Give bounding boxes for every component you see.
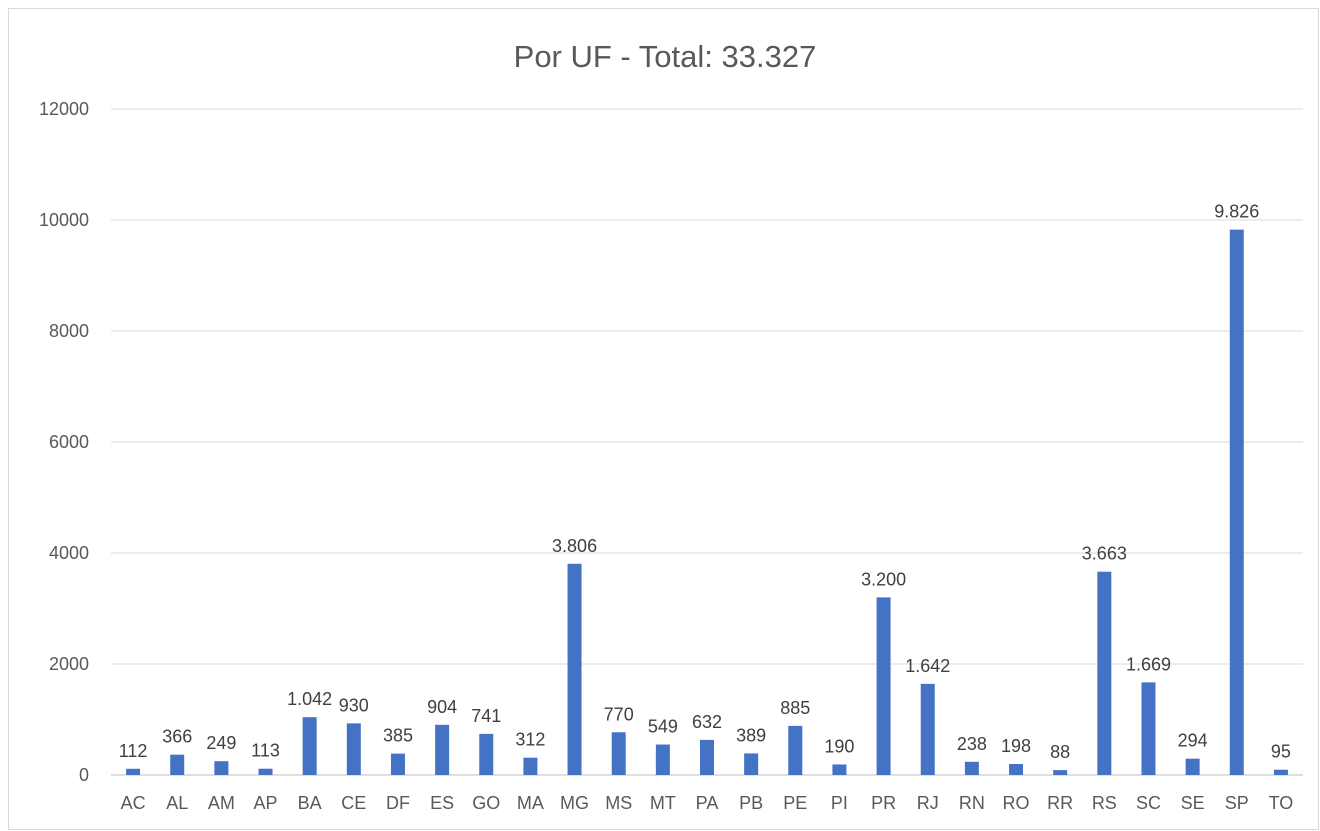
bar-pe	[788, 725, 803, 775]
data-label-sp: 9.826	[1214, 202, 1259, 222]
x-tick-label-se: SE	[1181, 793, 1205, 813]
data-label-ce: 930	[339, 695, 369, 715]
data-label-es: 904	[427, 697, 457, 717]
x-tick-label-rj: RJ	[917, 793, 939, 813]
x-tick-label-sc: SC	[1136, 793, 1161, 813]
x-tick-label-al: AL	[166, 793, 188, 813]
y-axis-ticks: 0 2000 4000 6000 8000 10000 12000	[39, 99, 89, 785]
data-label-df: 385	[383, 726, 413, 746]
x-tick-label-pe: PE	[783, 793, 807, 813]
y-tick-label: 4000	[49, 543, 89, 563]
data-label-mg: 3.806	[552, 536, 597, 556]
data-label-rr: 88	[1050, 742, 1070, 762]
x-tick-label-rs: RS	[1092, 793, 1117, 813]
x-tick-label-ma: MA	[517, 793, 544, 813]
data-label-pr: 3.200	[861, 569, 906, 589]
bar-pr	[876, 597, 891, 775]
data-label-pe: 885	[780, 698, 810, 718]
bar-ac	[126, 768, 141, 775]
data-label-rj: 1.642	[905, 656, 950, 676]
x-tick-label-pi: PI	[831, 793, 848, 813]
data-label-ro: 198	[1001, 736, 1031, 756]
x-tick-label-ro: RO	[1003, 793, 1030, 813]
bar-ma	[523, 757, 538, 775]
bar-sp	[1229, 229, 1244, 776]
bar-se	[1185, 758, 1200, 775]
data-label-ba: 1.042	[287, 689, 332, 709]
data-label-go: 741	[471, 706, 501, 726]
y-tick-label: 8000	[49, 321, 89, 341]
data-label-ac: 112	[119, 741, 148, 761]
x-tick-label-rr: RR	[1047, 793, 1073, 813]
data-label-ms: 770	[604, 704, 634, 724]
x-tick-label-sp: SP	[1225, 793, 1249, 813]
x-axis-ticks: AC AL AM AP BA CE DF ES GO MA MG MS MT PA PB PE PI PR RJ RN…	[121, 793, 1294, 813]
bar-pb	[744, 753, 759, 775]
bar-ba	[302, 717, 317, 775]
data-label-se: 294	[1178, 731, 1208, 751]
bar-ms	[611, 732, 626, 775]
x-tick-label-ba: BA	[298, 793, 322, 813]
bar-rr	[1053, 770, 1068, 775]
x-tick-label-ac: AC	[121, 793, 146, 813]
bar-sc	[1141, 682, 1156, 775]
bar-mg	[567, 563, 582, 775]
bar-mt	[655, 744, 670, 775]
bars	[126, 229, 1288, 776]
bar-chart: Por UF - Total: 33.327 0 2000 4000 6000 8000…	[39, 39, 1303, 813]
x-tick-label-rn: RN	[959, 793, 985, 813]
x-tick-label-pr: PR	[871, 793, 896, 813]
chart-area: Por UF - Total: 33.327 0 2000 4000 6000 8000…	[8, 8, 1319, 830]
data-label-rs: 3.663	[1082, 544, 1127, 564]
bar-am	[214, 761, 229, 775]
data-label-to: 95	[1271, 742, 1291, 762]
bar-go	[479, 733, 494, 775]
data-label-rn: 238	[957, 734, 987, 754]
y-tick-label: 2000	[49, 654, 89, 674]
data-label-ap: 113	[251, 741, 280, 761]
x-tick-label-pa: PA	[696, 793, 719, 813]
bar-pa	[700, 739, 714, 775]
x-tick-label-df: DF	[386, 793, 410, 813]
bar-pi	[832, 764, 847, 775]
x-tick-label-pb: PB	[739, 793, 763, 813]
bar-rs	[1097, 571, 1112, 775]
data-labels: 112 366 249 113 1.042 930 385 904 741 312 3.806 770…	[119, 202, 1291, 762]
x-tick-label-ms: MS	[605, 793, 632, 813]
bar-al	[170, 754, 185, 775]
x-tick-label-go: GO	[472, 793, 500, 813]
data-label-pb: 389	[736, 725, 766, 745]
bar-to	[1273, 769, 1288, 775]
bar-rn	[964, 761, 979, 775]
data-label-al: 366	[162, 727, 192, 747]
data-label-pi: 190	[824, 736, 854, 756]
x-tick-label-ap: AP	[254, 793, 278, 813]
data-label-am: 249	[206, 733, 236, 753]
bar-es	[435, 724, 450, 775]
x-tick-label-mt: MT	[650, 793, 676, 813]
x-tick-label-mg: MG	[560, 793, 589, 813]
data-label-pa: 632	[692, 712, 722, 732]
bar-ap	[258, 768, 273, 775]
x-tick-label-ce: CE	[341, 793, 366, 813]
chart-title: Por UF - Total: 33.327	[514, 39, 817, 74]
bar-rj	[920, 683, 935, 775]
data-label-mt: 549	[648, 717, 678, 737]
y-tick-label: 10000	[39, 210, 89, 230]
data-label-ma: 312	[515, 730, 545, 750]
x-tick-label-es: ES	[430, 793, 454, 813]
y-tick-label: 0	[79, 765, 89, 785]
bar-df	[390, 753, 405, 775]
y-tick-label: 6000	[49, 432, 89, 452]
gridlines	[111, 108, 1303, 776]
data-label-sc: 1.669	[1126, 654, 1171, 674]
bar-ro	[1009, 764, 1024, 775]
x-tick-label-am: AM	[208, 793, 235, 813]
bar-ce	[346, 723, 361, 775]
x-tick-label-to: TO	[1269, 793, 1294, 813]
y-tick-label: 12000	[39, 99, 89, 119]
